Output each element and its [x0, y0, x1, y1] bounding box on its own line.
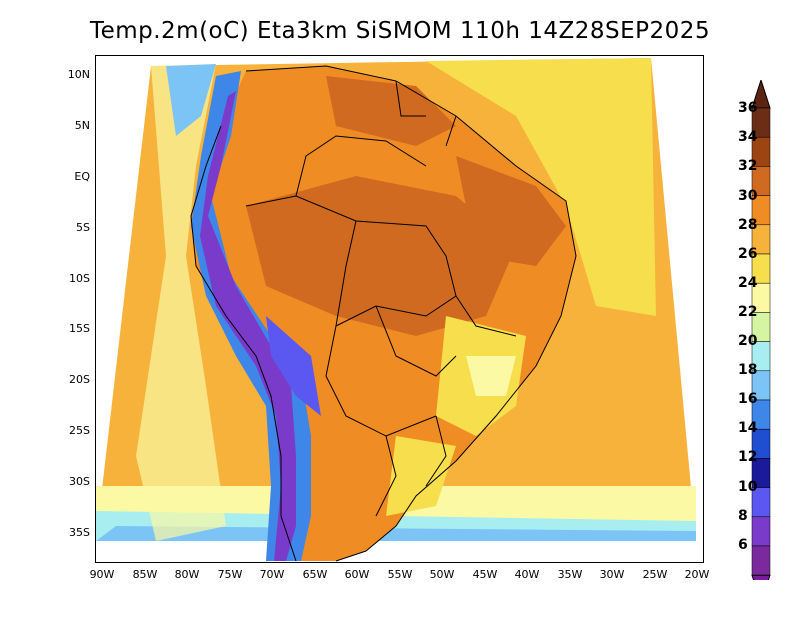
colorbar-label: 8: [738, 508, 748, 524]
colorbar-label: 22: [738, 304, 758, 320]
colorbar-label: 36: [738, 100, 758, 116]
colorbar-label: 18: [738, 362, 758, 378]
colorbar-label: 6: [738, 537, 748, 553]
south-ocean-band-3: [96, 526, 696, 541]
colorbar-label: 34: [738, 129, 758, 145]
y-tick-label: 35S: [69, 526, 90, 539]
colorbar-label: 12: [738, 449, 758, 465]
altiplano-cold: [266, 316, 321, 416]
colorbar-label: 30: [738, 188, 758, 204]
colorbar-label: 24: [738, 275, 758, 291]
colorbar-label: 14: [738, 420, 758, 436]
colorbar-label: 32: [738, 158, 758, 174]
colorbar-label: 16: [738, 391, 758, 407]
x-tick-label: 65W: [302, 568, 328, 581]
x-tick-label: 50W: [429, 568, 455, 581]
guiana-hot: [326, 76, 456, 146]
andes-cold: [200, 91, 296, 561]
y-tick-label: EQ: [74, 170, 90, 183]
y-tick-label: 20S: [69, 373, 90, 386]
y-tick-label: 5N: [74, 119, 90, 132]
x-tick-label: 45W: [472, 568, 498, 581]
x-tick-label: 60W: [344, 568, 370, 581]
y-tick-label: 15S: [69, 322, 90, 335]
colorbar-segment: [751, 545, 771, 576]
country-borders: [190, 65, 577, 562]
colorbar-label: 26: [738, 246, 758, 262]
x-tick-label: 90W: [89, 568, 115, 581]
x-tick-label: 80W: [174, 568, 200, 581]
x-tick-label: 75W: [217, 568, 243, 581]
colorbar-label: 28: [738, 217, 758, 233]
colorbar-segment: [751, 516, 771, 547]
y-tick-label: 5S: [76, 221, 90, 234]
x-tick-label: 35W: [557, 568, 583, 581]
colorbar-bottom-arrow: [751, 574, 771, 580]
map-canvas: [96, 56, 703, 562]
south-cool: [386, 436, 456, 516]
atlantic-band: [426, 58, 656, 316]
chart-title: Temp.2m(oC) Eta3km SiSMOM 110h 14Z28SEP2…: [89, 18, 711, 44]
amazon-hot: [246, 176, 516, 336]
pacific-coast-cool-2: [166, 64, 216, 136]
x-tick-label: 40W: [514, 568, 540, 581]
northeast-hot: [456, 156, 566, 266]
x-tick-label: 70W: [259, 568, 285, 581]
y-tick-label: 10S: [69, 272, 90, 285]
colorbar: [751, 80, 771, 580]
colorbar-label: 20: [738, 333, 758, 349]
colorbar-label: 10: [738, 479, 758, 495]
x-tick-label: 25W: [642, 568, 668, 581]
y-tick-label: 30S: [69, 475, 90, 488]
y-tick-label: 10N: [67, 68, 90, 81]
x-tick-label: 55W: [387, 568, 413, 581]
y-tick-label: 25S: [69, 424, 90, 437]
pacific-coast-cool: [136, 64, 226, 541]
x-tick-label: 30W: [599, 568, 625, 581]
x-tick-label: 85W: [132, 568, 158, 581]
southeast-cool-2: [466, 356, 516, 396]
x-tick-label: 20W: [684, 568, 710, 581]
temperature-map: [95, 55, 704, 563]
